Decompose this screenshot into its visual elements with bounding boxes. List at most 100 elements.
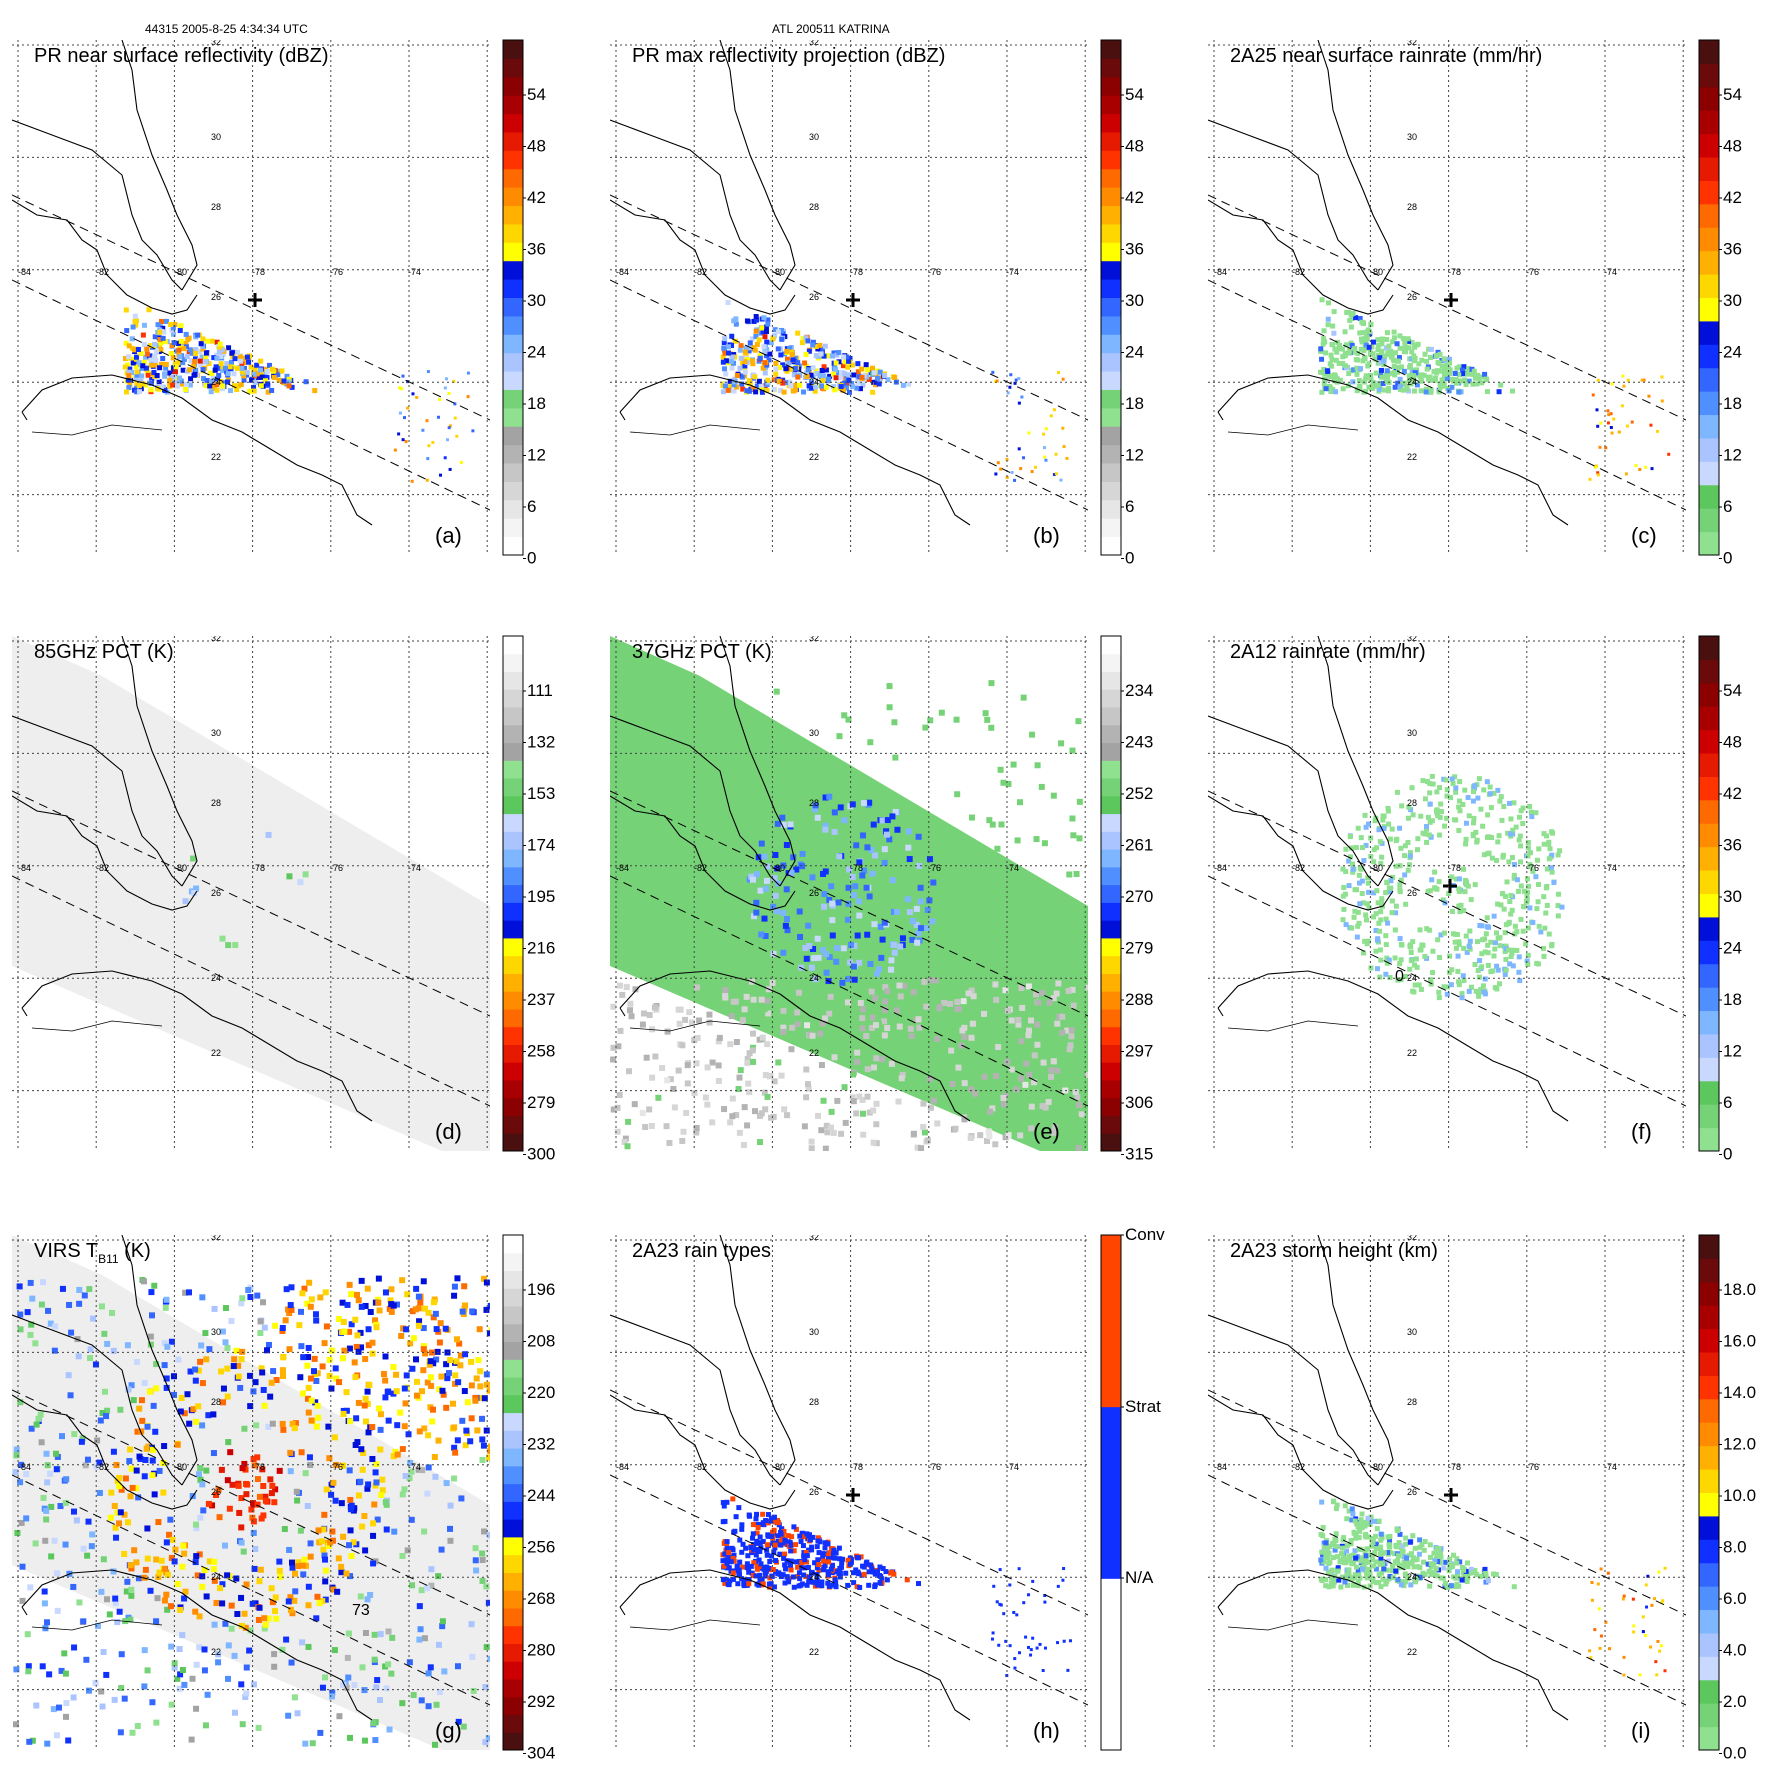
pixel [211, 1305, 218, 1312]
pixel [429, 1418, 436, 1425]
pixel [883, 831, 890, 838]
pixel [63, 1700, 70, 1707]
pixel [769, 1553, 775, 1559]
pixel [180, 367, 186, 373]
pixel [986, 1133, 993, 1140]
pixel [252, 1379, 259, 1386]
pixel [451, 1424, 458, 1431]
pixel [142, 1566, 149, 1573]
pixel [921, 978, 928, 985]
pixel [485, 1599, 490, 1606]
pixel [339, 1355, 346, 1362]
pixel [1358, 346, 1364, 352]
colorbar-tick-label: 244 [527, 1486, 555, 1505]
pixel [149, 1457, 156, 1464]
pixel [32, 1540, 39, 1547]
pixel [103, 1671, 110, 1678]
pixel [1475, 939, 1481, 945]
pixel [322, 1674, 329, 1681]
pixel [1480, 983, 1486, 989]
pixel [1379, 374, 1385, 380]
pixel [304, 1502, 311, 1509]
pixel [1428, 387, 1434, 393]
pixel [726, 344, 732, 350]
pixel [987, 1108, 994, 1115]
pixel [257, 367, 263, 373]
pixel [51, 1537, 58, 1544]
colorbar-swatch [1699, 753, 1719, 777]
pixel [847, 356, 853, 362]
pixel [1371, 1518, 1377, 1524]
pixel [257, 1318, 264, 1325]
pixel [479, 1550, 486, 1557]
pixel [483, 1583, 490, 1590]
lat-label: 32 [1407, 633, 1417, 643]
pixel [842, 359, 848, 365]
pixel [744, 1122, 751, 1129]
pixel [614, 1128, 621, 1135]
pixel [1555, 903, 1561, 909]
pixel [161, 1362, 168, 1369]
pixel [1040, 1059, 1047, 1066]
pixel [334, 1588, 341, 1595]
pixel [1534, 906, 1540, 912]
pixel [58, 1433, 65, 1440]
colorbar-swatch [503, 1501, 523, 1520]
pixel [1002, 1612, 1006, 1616]
pixel [819, 1583, 825, 1589]
pixel [1466, 943, 1472, 949]
pixel [812, 802, 819, 809]
pixel [364, 1400, 371, 1407]
pixel [1437, 368, 1443, 374]
pixel [162, 371, 168, 377]
pixel [1472, 783, 1478, 789]
pixel [390, 1302, 397, 1309]
pixel [1318, 369, 1324, 375]
pixel [953, 716, 960, 723]
pixel [128, 1592, 135, 1599]
pixel [1495, 935, 1501, 941]
pixel [825, 378, 831, 384]
pixel [1393, 838, 1399, 844]
pixel [452, 1380, 459, 1387]
pixel [1376, 386, 1382, 392]
pixel [45, 1307, 52, 1314]
pixel [830, 924, 837, 931]
pixel [265, 1341, 272, 1348]
pixel [1365, 1534, 1371, 1540]
pixel [1452, 774, 1458, 780]
pixel [292, 1420, 299, 1427]
pixel [447, 1357, 454, 1364]
pixel [341, 1328, 348, 1335]
pixel [804, 1022, 811, 1029]
pixel [1397, 863, 1403, 869]
pixel [784, 927, 791, 934]
pixel [870, 1107, 877, 1114]
pixel [1341, 906, 1347, 912]
pixel [1465, 371, 1471, 377]
lat-label: 22 [1407, 1048, 1417, 1058]
pixel [1005, 1132, 1012, 1139]
pixel [1417, 927, 1423, 933]
pixel [1356, 872, 1362, 878]
pixel [257, 1330, 264, 1337]
pixel [141, 341, 147, 347]
pixel [219, 1328, 226, 1335]
pixel [218, 361, 224, 367]
pixel [1378, 359, 1384, 365]
pixel [824, 1541, 830, 1547]
lat-label: 32 [809, 1232, 819, 1242]
pixel [1626, 378, 1630, 382]
pixel [448, 424, 452, 428]
pixel [786, 345, 792, 351]
pixel [1066, 871, 1073, 878]
pixel [829, 1562, 835, 1568]
pixel [829, 932, 836, 939]
pixel [1453, 785, 1459, 791]
storm-center-marker [846, 293, 860, 307]
pixel [833, 1550, 839, 1556]
pixel [850, 963, 857, 970]
pixel [1461, 371, 1467, 377]
pixel [331, 1647, 338, 1654]
